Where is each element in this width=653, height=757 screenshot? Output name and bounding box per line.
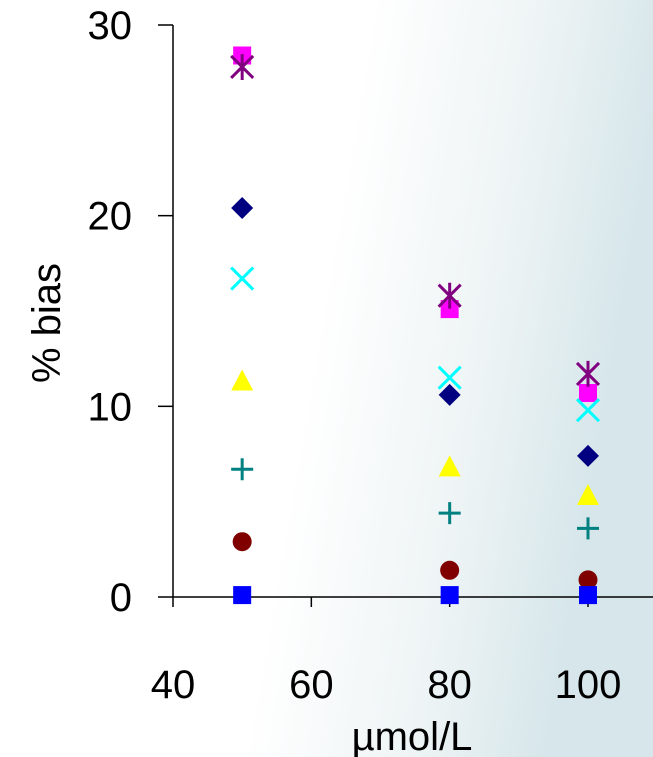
data-point-s3-p0 (230, 266, 255, 291)
data-point-s4-p0 (231, 369, 254, 391)
data-point-s7-p2 (579, 586, 597, 605)
data-point-s4-p2 (577, 483, 599, 505)
data-point-s0-p2 (579, 383, 597, 402)
data-point-s2-p1 (438, 383, 461, 406)
y-tick-label: 0 (110, 576, 132, 620)
data-point-s4-p1 (438, 455, 461, 477)
tick-labels: 40 60 80 100 0 10 20 30 (88, 4, 622, 707)
data-point-s7-p0 (233, 586, 252, 605)
x-tick-label: 100 (555, 663, 622, 707)
data-point-s5-p0 (231, 458, 254, 481)
y-axis-title: % bias (25, 263, 69, 383)
data-point-s5-p2 (577, 517, 599, 540)
y-tick-label: 10 (88, 385, 133, 429)
data-point-s2-p0 (231, 197, 254, 220)
y-tick-label: 30 (88, 4, 133, 48)
data-point-s5-p1 (438, 502, 461, 525)
data-point-s0-p1 (440, 300, 459, 319)
data-points (230, 46, 601, 605)
data-point-s1-p2 (575, 360, 601, 387)
data-point-s1-p0 (230, 53, 255, 80)
y-tick-label: 20 (88, 195, 133, 239)
data-point-s3-p2 (575, 398, 601, 423)
ticks (158, 24, 589, 607)
x-axis-title: µmol/L (352, 715, 473, 757)
x-tick-label: 80 (427, 663, 472, 707)
x-tick-label: 40 (151, 663, 196, 707)
data-point-s2-p2 (577, 444, 599, 467)
data-point-s3-p1 (437, 365, 462, 390)
axes (172, 25, 653, 598)
data-point-s6-p1 (440, 560, 460, 580)
data-point-s6-p0 (232, 532, 252, 552)
data-point-s7-p1 (440, 586, 459, 605)
data-point-s6-p2 (578, 570, 598, 590)
data-point-s1-p1 (437, 282, 462, 309)
x-tick-label: 60 (289, 663, 334, 707)
